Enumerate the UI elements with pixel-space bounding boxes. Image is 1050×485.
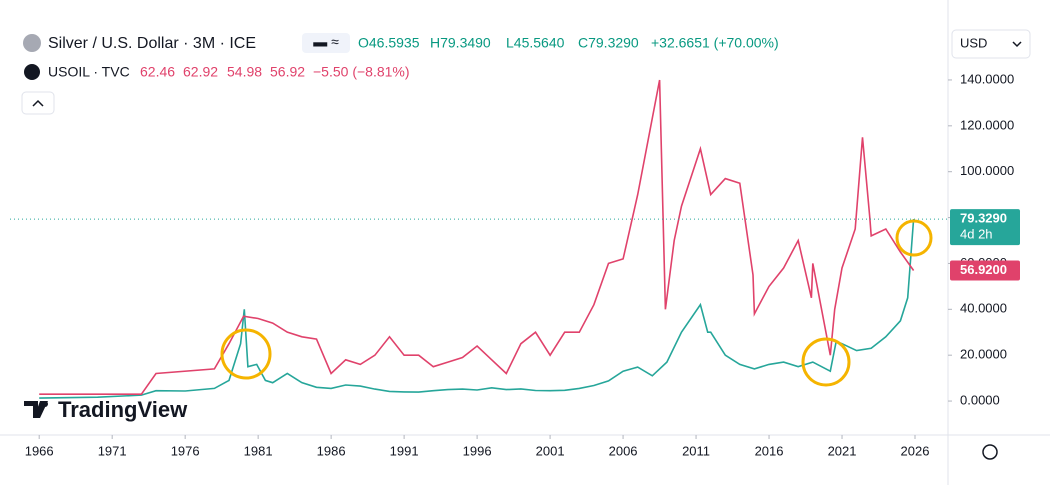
x-tick-label: 1986 (317, 443, 346, 458)
ohlc-value: 62.92 (183, 64, 218, 80)
second-title[interactable]: USOIL · TVC (48, 64, 130, 80)
y-tick-label: 140.0000 (960, 71, 1014, 86)
x-tick-label: 2026 (901, 443, 930, 458)
y-tick-label: 0.0000 (960, 392, 1000, 407)
symbol-icon (23, 34, 41, 52)
currency[interactable]: USD (960, 35, 987, 50)
price-label: 79.3290 (960, 211, 1007, 226)
x-tick-label: 1996 (463, 443, 492, 458)
currency-select[interactable] (951, 29, 1031, 59)
ohlc-value: H79.3490 (430, 35, 491, 51)
annotation-circle (895, 219, 933, 257)
annotation-circle (801, 337, 851, 387)
collapse-button[interactable] (21, 91, 55, 115)
ohlc-value: +32.6651 (+70.00%) (651, 35, 779, 51)
logo-dot (42, 401, 48, 407)
ohlc-value: O46.5935 (358, 35, 420, 51)
x-tick-label: 1981 (244, 443, 273, 458)
x-tick-label: 1991 (390, 443, 419, 458)
series-line (39, 79, 915, 395)
compare-icon: ▬ ≈ (313, 34, 339, 50)
watermark: TradingView (58, 397, 188, 422)
x-tick-label: 1971 (98, 443, 127, 458)
x-tick-label: 2006 (609, 443, 638, 458)
compare-toggle[interactable] (302, 33, 350, 53)
x-tick-label: 2021 (828, 443, 857, 458)
x-tick-label: 2011 (682, 443, 710, 458)
logo-mark (24, 401, 48, 418)
price-label-box (950, 209, 1020, 246)
annotation-circle (220, 328, 272, 380)
main-title[interactable]: Silver / U.S. Dollar · 3M · ICE (48, 35, 256, 52)
x-tick-label: 1976 (171, 443, 200, 458)
countdown: 4d 2h (960, 227, 993, 242)
ohlc-value: 56.92 (270, 64, 305, 80)
x-tick-label: 2001 (536, 443, 565, 458)
y-tick-label: 40.0000 (960, 301, 1007, 316)
collapse-icon (32, 99, 44, 107)
y-tick-label: 120.0000 (960, 117, 1014, 132)
x-tick-label: 2016 (755, 443, 784, 458)
ohlc-value: L45.5640 (506, 35, 565, 51)
oil-icon (24, 64, 40, 80)
dropdown-arrow (1012, 41, 1022, 48)
ohlc-value: −5.50 (−8.81%) (313, 64, 410, 80)
ohlc-value: 62.46 (140, 64, 175, 80)
legend: Silver / U.S. Dollar · 3M · ICE ▬ ≈ USOI… (21, 33, 350, 115)
y-tick-label: 100.0000 (960, 163, 1014, 178)
series-line (39, 219, 915, 399)
watermark-logo (24, 401, 48, 418)
price-label-box (950, 260, 1020, 281)
ohlc-value: C79.3290 (578, 35, 639, 51)
y-tick-label: 20.0000 (960, 347, 1007, 362)
ohlc-value: 54.98 (227, 64, 262, 80)
settings-icon[interactable] (982, 444, 998, 460)
x-tick-label: 1966 (25, 443, 54, 458)
price-label: 56.9200 (960, 262, 1007, 277)
